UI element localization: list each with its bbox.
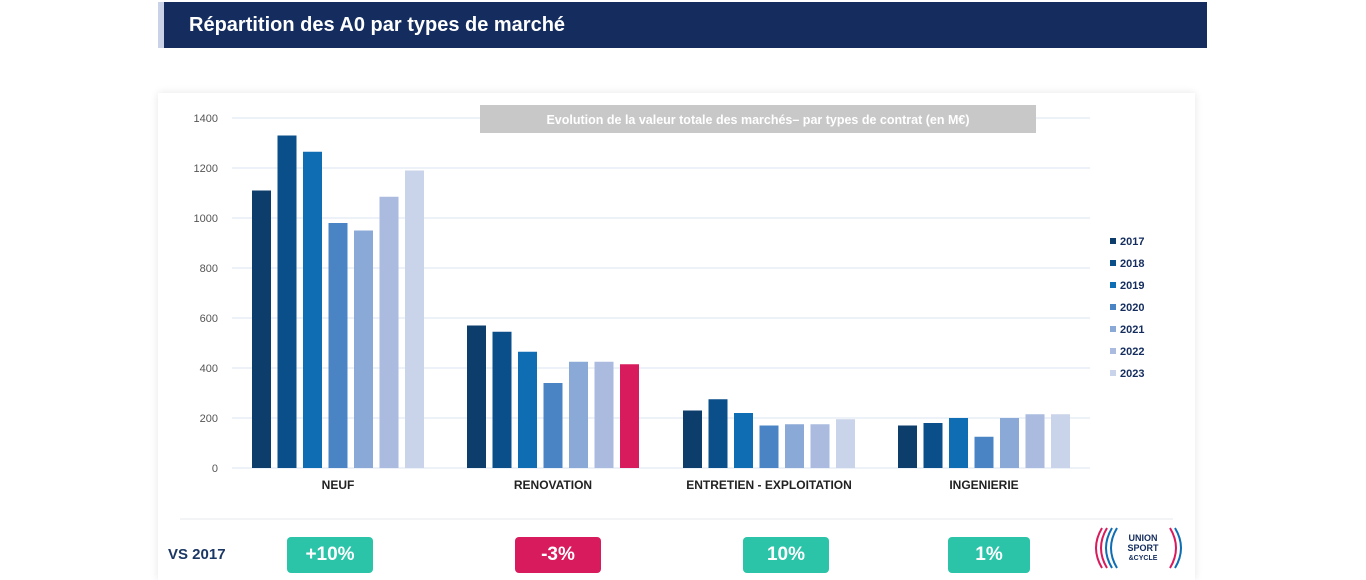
bar-0-2021: [354, 230, 373, 468]
bar-3-2019: [949, 418, 968, 468]
chart-title-box: [480, 105, 1036, 133]
legend-swatch-2023: [1110, 370, 1116, 376]
bar-2-2021: [785, 424, 804, 468]
bar-0-2020: [328, 223, 348, 468]
bar-1-2020: [543, 383, 563, 468]
legend-label-2022: 2022: [1120, 346, 1144, 358]
bar-3-2018: [923, 423, 943, 468]
bar-0-2017: [252, 190, 271, 468]
badge-entretien: 10%: [743, 537, 829, 573]
legend-swatch-2019: [1110, 282, 1116, 288]
header-accent: [158, 2, 164, 48]
legend-label-2017: 2017: [1120, 236, 1144, 248]
chart-card: 0 200 400 600 800 1000 1200 1400 Evolution de la…: [158, 93, 1195, 580]
badge-renovation: -3%: [515, 537, 601, 573]
legend-label-2018: 2018: [1120, 258, 1144, 270]
y-tick-label: 1200: [194, 163, 218, 175]
legend-label-2023: 2023: [1120, 368, 1144, 380]
category-label: RENOVATION: [514, 478, 592, 492]
bar-0-2018: [277, 135, 297, 468]
legend-label-2019: 2019: [1120, 280, 1144, 292]
legend-swatch-2018: [1110, 260, 1116, 266]
legend-label-2020: 2020: [1120, 302, 1144, 314]
bar-1-2019: [518, 351, 537, 468]
logo-line1: UNION: [1129, 533, 1158, 543]
y-tick-label: 1400: [194, 113, 218, 125]
badge-ingenierie: 1%: [948, 537, 1030, 573]
logo-line3: &CYCLE: [1129, 555, 1158, 562]
bar-3-2020: [974, 436, 994, 468]
bar-1-2018: [492, 331, 512, 468]
bar-0-2022: [379, 196, 399, 468]
union-sport-cycle-logo: UNION SPORT &CYCLE: [1095, 527, 1182, 569]
bar-1-2021: [569, 361, 588, 468]
bar-2-2018: [708, 399, 728, 468]
y-tick-label: 0: [212, 463, 218, 475]
header-bar: Répartition des A0 par types de marché: [158, 2, 1207, 48]
badge-neuf: +10%: [287, 537, 373, 573]
bar-chart: 0 200 400 600 800 1000 1200 1400 Evolution de la…: [180, 105, 1173, 520]
bar-2-2023: [836, 419, 855, 468]
y-tick-label: 800: [200, 263, 218, 275]
bar-2-2020: [759, 425, 779, 468]
y-tick-label: 200: [200, 413, 218, 425]
y-tick-label: 400: [200, 363, 218, 375]
category-label: ENTRETIEN - EXPLOITATION: [686, 478, 852, 492]
legend-swatch-2020: [1110, 304, 1116, 310]
bar-0-2023: [405, 170, 424, 468]
bar-1-2023: [620, 364, 639, 468]
vs-label: VS 2017: [168, 546, 226, 563]
bar-3-2017: [898, 425, 917, 468]
category-label: INGENIERIE: [949, 478, 1018, 492]
bar-1-2017: [467, 325, 486, 468]
legend-swatch-2022: [1110, 348, 1116, 354]
bar-3-2023: [1051, 414, 1070, 468]
bar-1-2022: [594, 361, 614, 468]
y-tick-label: 600: [200, 313, 218, 325]
page-title: Répartition des A0 par types de marché: [189, 14, 566, 36]
bar-0-2019: [303, 151, 322, 468]
bar-2-2019: [734, 413, 753, 468]
category-label: NEUF: [322, 478, 355, 492]
bar-3-2021: [1000, 418, 1019, 468]
chart-title: Evolution de la valeur totale des marché…: [546, 113, 969, 127]
bar-2-2022: [810, 424, 830, 468]
bar-3-2022: [1025, 414, 1045, 468]
legend-swatch-2017: [1110, 238, 1116, 244]
y-tick-label: 1000: [194, 213, 218, 225]
legend-swatch-2021: [1110, 326, 1116, 332]
legend-label-2021: 2021: [1120, 324, 1144, 336]
logo-line2: SPORT: [1127, 543, 1159, 553]
bar-2-2017: [683, 410, 702, 468]
